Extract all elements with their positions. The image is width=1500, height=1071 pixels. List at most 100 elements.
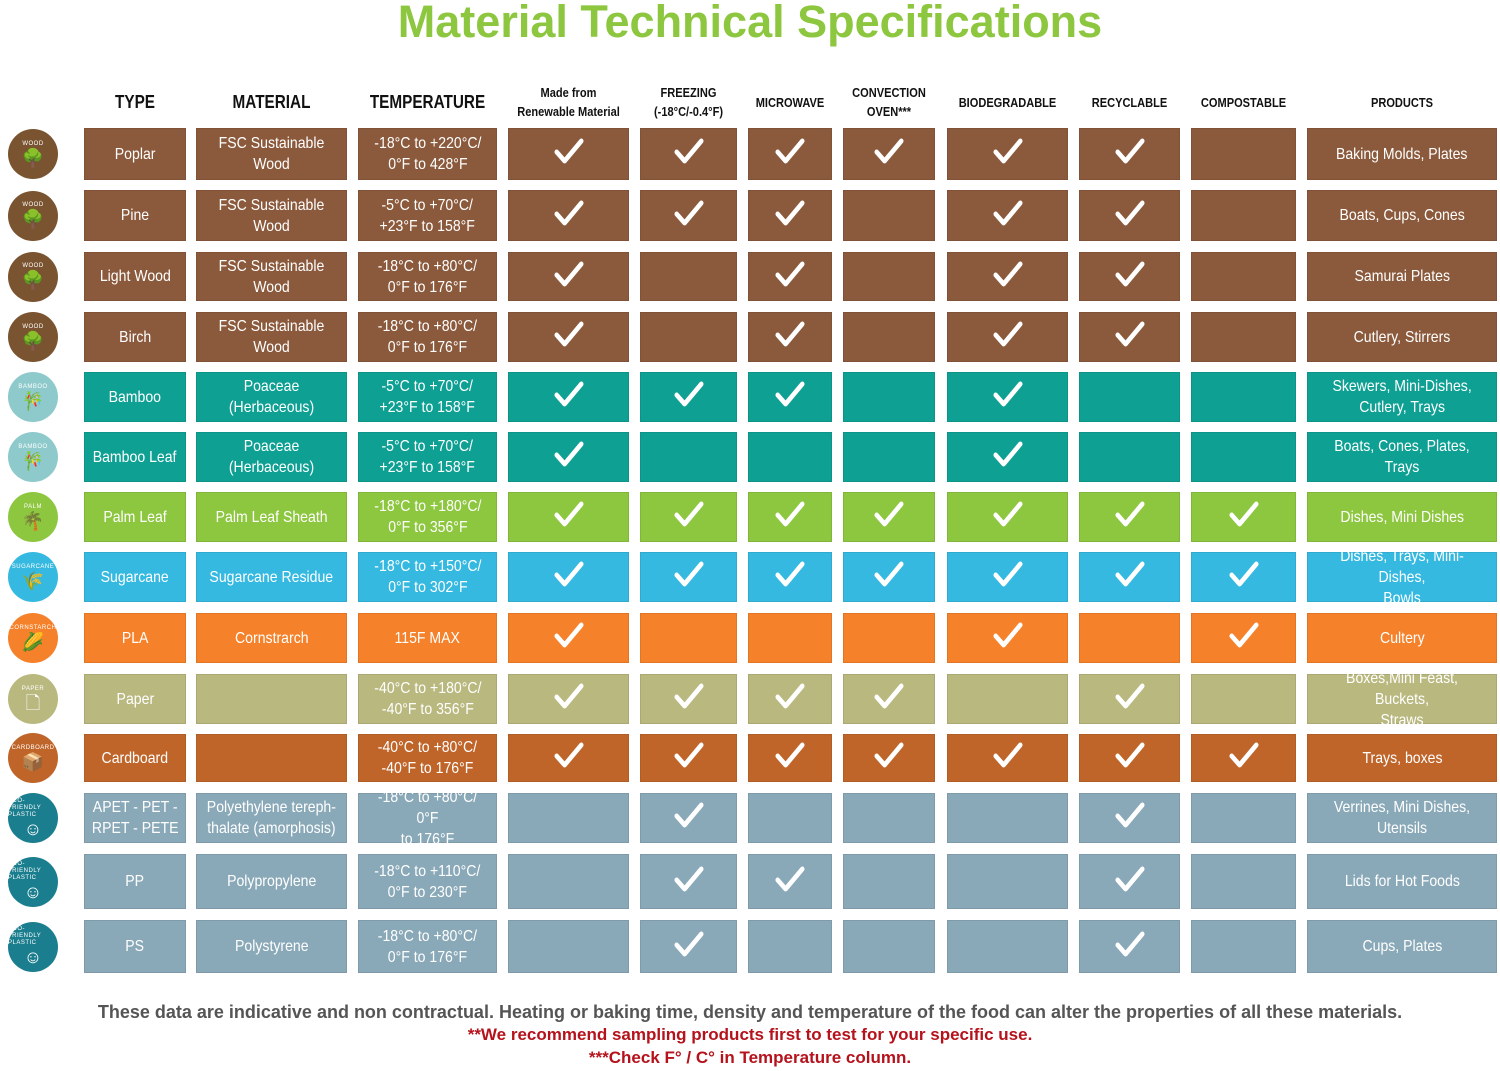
check-icon [1114,741,1145,775]
icon-glyph: 🌳 [21,330,45,351]
disclaimer-text: These data are indicative and non contra… [97,1002,1403,1022]
renewable-cell [508,252,629,301]
icon-label: ECO-FRIENDLY PLASTIC [8,926,42,946]
type-cell: APET - PET - RPET - PETE [84,793,186,843]
check-icon [992,741,1023,775]
header-compostable: COMPOSTABLE [1200,94,1287,110]
freezing-cell [640,252,737,301]
icon-glyph: 📦 [21,751,45,772]
type-cell: Cardboard [84,734,186,782]
icon-label: CARDBOARD [11,744,55,751]
type-text: Sugarcane [100,568,170,586]
temperature-text: -18°C to +80°C/ 0°F to 176°F [377,927,478,966]
freezing-cell [640,674,737,724]
check-icon [874,741,904,775]
temperature-text: -5°C to +70°C/ +23°F to 158°F [379,438,476,476]
biodegradable-cell [947,920,1068,973]
temperature-cell: -5°C to +70°C/ +23°F to 158°F [358,190,497,241]
freezing-cell [640,312,737,362]
check-icon [1114,260,1145,294]
convection-oven-cell [843,552,935,602]
biodegradable-cell [947,128,1068,180]
check-icon [775,260,805,294]
recyclable-cell [1079,854,1180,909]
products-text: Cultery [1379,629,1425,647]
icon-glyph: 🎋 [21,450,45,471]
check-icon [992,621,1023,655]
type-text: Pine [120,207,150,224]
convection-oven-cell [843,854,935,909]
biodegradable-cell [947,552,1068,602]
material-icon: ECO-FRIENDLY PLASTIC ☺ [8,793,58,843]
freezing-cell [640,734,737,782]
material-text: Poaceae (Herbaceous) [228,438,315,476]
material-icon: PAPER 🗋 [8,674,58,724]
renewable-cell [508,128,629,180]
freezing-cell [640,432,737,482]
header-temperature: TEMPERATURE [369,91,486,112]
material-cell: Polyethylene tereph- thalate (amorphosis… [196,793,347,843]
check-icon [673,560,704,594]
biodegradable-cell [947,854,1068,909]
compostable-cell [1191,734,1296,782]
compostable-cell [1191,432,1296,482]
renewable-cell [508,793,629,843]
page-title: Material Technical Specifications [397,0,1103,47]
recyclable-cell [1079,128,1180,180]
check-icon [1114,137,1145,171]
renewable-cell [508,372,629,422]
material-icon: PALM 🌴 [8,492,58,542]
compostable-cell [1191,190,1296,241]
freezing-cell [640,128,737,180]
temperature-text: -40°C to +80°C/ -40°F to 176°F [377,739,478,777]
check-icon [673,380,704,414]
temperature-cell: -18°C to +80°C/ 0°F to 176°F [358,312,497,362]
material-icon: CORNSTARCH 🌽 [8,613,58,663]
material-cell: Poaceae (Herbaceous) [196,432,347,482]
type-text: Birch [118,328,152,346]
check-icon [874,137,904,171]
convection-oven-cell [843,734,935,782]
type-cell: Sugarcane [84,552,186,602]
biodegradable-cell [947,793,1068,843]
biodegradable-cell [947,372,1068,422]
material-cell: FSC Sustainable Wood [196,190,347,241]
compostable-cell [1191,128,1296,180]
icon-glyph: 🌳 [21,209,45,229]
temperature-cell: -18°C to +180°C/ 0°F to 356°F [358,492,497,542]
check-icon [553,380,584,414]
renewable-cell [508,854,629,909]
convection-oven-cell [843,793,935,843]
freezing-cell [640,372,737,422]
type-cell: Palm Leaf [84,492,186,542]
convection-oven-cell [843,312,935,362]
microwave-cell [748,312,832,362]
temperature-cell: -40°C to +180°C/ -40°F to 356°F [358,674,497,724]
icon-label: SUGARCANE [11,563,55,570]
check-icon [553,682,584,716]
header-convection-oven: CONVECTION OVEN*** [852,85,926,119]
products-cell: Samurai Plates [1307,252,1497,301]
check-icon [1114,930,1145,964]
check-icon [775,865,805,899]
check-icon [992,440,1023,474]
type-cell: Bamboo [84,372,186,422]
icon-glyph: 🌾 [21,570,45,591]
convection-oven-cell [843,492,935,542]
check-icon [775,320,805,354]
type-cell: Bamboo Leaf [84,432,186,482]
recyclable-cell [1079,793,1180,843]
temperature-cell: -18°C to +220°C/ 0°F to 428°F [358,128,497,180]
material-text: FSC Sustainable Wood [218,318,325,356]
icon-glyph: ☺ [23,818,43,839]
header-recyclable: RECYCLABLE [1091,94,1168,110]
products-text: Cups, Plates [1362,938,1442,955]
temperature-text: -18°C to +220°C/ 0°F to 428°F [373,135,482,173]
material-icon: WOOD 🌳 [8,190,58,241]
temperature-text: -18°C to +80°C/ 0°F to 176°F [377,788,478,848]
products-text: Baking Molds, Plates [1336,145,1468,163]
icon-glyph: ☺ [23,947,43,967]
products-cell: Dishes, Trays, Mini-Dishes, Bowls [1307,548,1497,607]
check-icon [992,199,1023,233]
icon-glyph: 🎋 [21,390,45,411]
